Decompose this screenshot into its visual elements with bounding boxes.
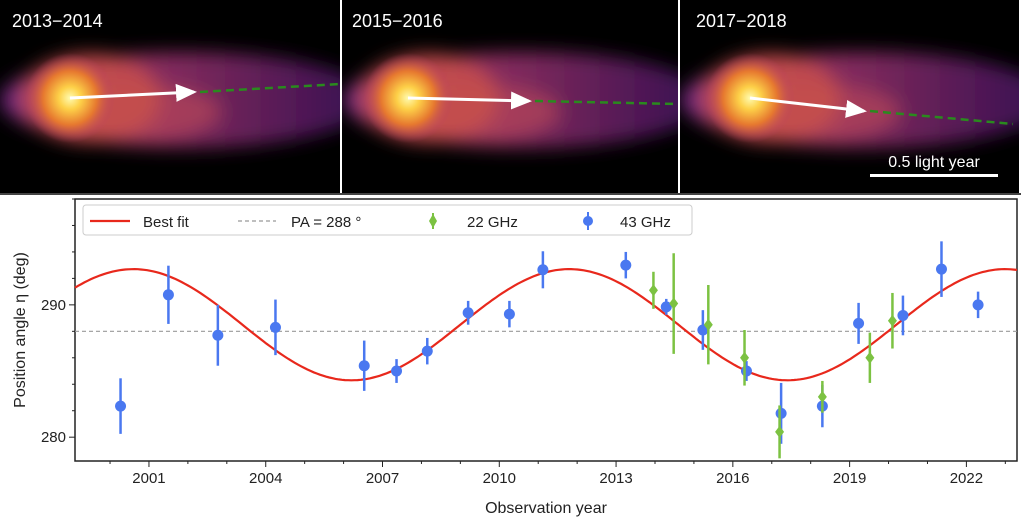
point-43ghz — [620, 251, 632, 279]
legend-label-22ghz: 22 GHz — [467, 214, 518, 231]
jet-direction-dashed-line — [869, 109, 1014, 126]
x-tick-label: 2007 — [366, 470, 399, 487]
x-axis-label: Observation year — [485, 500, 608, 517]
jet-image-panel — [342, 0, 678, 193]
x-tick-label: 2019 — [833, 470, 866, 487]
scale-bar-label: 0.5 light year — [888, 154, 980, 171]
circle-marker — [775, 407, 787, 419]
point-43ghz — [537, 251, 549, 289]
x-tick-label: 2022 — [950, 470, 983, 487]
panel-label-2013-2014: 2013−2014 — [12, 11, 103, 31]
circle-marker — [162, 289, 174, 301]
point-43ghz — [269, 299, 281, 356]
jet-direction-dashed-line — [199, 82, 340, 94]
diamond-marker — [703, 318, 713, 331]
point-43ghz — [358, 340, 370, 391]
point-22ghz — [817, 380, 827, 413]
point-22ghz — [865, 332, 875, 383]
y-tick-label: 280 — [41, 429, 66, 446]
point-22ghz — [775, 405, 785, 459]
diamond-marker — [865, 351, 875, 364]
jet-arrow-icon — [749, 96, 867, 118]
circle-marker — [537, 264, 549, 276]
circle-marker — [697, 324, 709, 336]
point-22ghz — [669, 253, 679, 354]
jet-arrow-icon — [69, 83, 197, 102]
circle-marker — [212, 329, 224, 341]
diamond-marker — [817, 390, 827, 403]
circle-marker — [740, 365, 752, 377]
jet-direction-dashed-line — [534, 99, 678, 106]
circle-marker — [391, 365, 403, 377]
circle-marker — [503, 308, 515, 320]
legend-label-pa: PA = 288 ° — [291, 214, 361, 231]
legend-label-best-fit: Best fit — [143, 214, 190, 231]
point-43ghz — [421, 337, 433, 365]
point-43ghz — [391, 359, 403, 383]
point-22ghz — [703, 285, 713, 365]
point-43ghz — [697, 310, 709, 350]
panel-label-2015-2016: 2015−2016 — [352, 11, 443, 31]
circle-marker — [115, 400, 127, 412]
legend: Best fit PA = 288 ° 22 GHz 43 GHz — [82, 204, 693, 236]
point-43ghz — [853, 302, 865, 344]
point-22ghz — [887, 292, 897, 349]
diamond-marker — [887, 314, 897, 327]
jet-image-panel — [680, 0, 1019, 193]
scale-bar — [870, 174, 998, 177]
circle-marker — [620, 259, 632, 271]
plot-area — [74, 198, 1018, 462]
point-43ghz — [660, 298, 672, 315]
circle-marker — [462, 307, 474, 319]
x-tick-label: 2001 — [132, 470, 165, 487]
circle-marker — [853, 317, 865, 329]
jet-arrow-icon — [407, 91, 532, 110]
point-22ghz — [648, 271, 658, 309]
point-43ghz — [935, 241, 947, 297]
circle-marker — [358, 360, 370, 372]
x-tick-label: 2004 — [249, 470, 282, 487]
circle-marker — [269, 321, 281, 333]
point-43ghz — [115, 378, 127, 434]
jet-image-panel — [0, 0, 340, 193]
point-43ghz — [212, 304, 224, 366]
circle-marker — [972, 299, 984, 311]
panel-label-2017-2018: 2017−2018 — [696, 11, 787, 31]
circle-marker — [935, 263, 947, 275]
diamond-marker — [648, 284, 658, 297]
chart: 2001 2004 2007 2010 2013 2016 2019 2022 280 290 B… — [12, 198, 1018, 517]
diamond-marker — [669, 297, 679, 310]
point-43ghz — [503, 300, 515, 328]
circle-marker — [897, 309, 909, 321]
x-tick-label: 2016 — [716, 470, 749, 487]
circle-marker — [660, 301, 672, 313]
point-43ghz — [162, 265, 174, 324]
legend-marker-43ghz — [583, 216, 593, 226]
y-axis-label: Position angle η (deg) — [12, 252, 29, 408]
x-tick-label: 2010 — [483, 470, 516, 487]
legend-marker-22ghz — [429, 214, 437, 228]
point-22ghz — [740, 330, 750, 386]
diamond-marker — [775, 425, 785, 438]
x-tick-label: 2013 — [599, 470, 632, 487]
legend-box — [82, 204, 693, 236]
diamond-marker — [740, 351, 750, 364]
circle-marker — [421, 345, 433, 357]
y-tick-label: 290 — [41, 297, 66, 314]
point-43ghz — [462, 300, 474, 325]
legend-label-43ghz: 43 GHz — [620, 214, 671, 231]
point-43ghz — [972, 291, 984, 319]
point-43ghz — [897, 295, 909, 336]
panel-bottom-border — [0, 193, 1021, 195]
